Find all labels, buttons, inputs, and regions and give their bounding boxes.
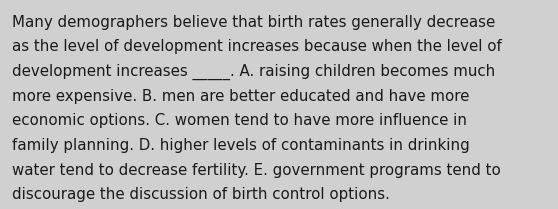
Text: development increases _____. A. raising children becomes much: development increases _____. A. raising … (12, 64, 496, 80)
Text: more expensive. B. men are better educated and have more: more expensive. B. men are better educat… (12, 89, 470, 104)
Text: family planning. D. higher levels of contaminants in drinking: family planning. D. higher levels of con… (12, 138, 470, 153)
Text: as the level of development increases because when the level of: as the level of development increases be… (12, 39, 502, 54)
Text: discourage the discussion of birth control options.: discourage the discussion of birth contr… (12, 187, 390, 202)
Text: economic options. C. women tend to have more influence in: economic options. C. women tend to have … (12, 113, 467, 128)
Text: Many demographers believe that birth rates generally decrease: Many demographers believe that birth rat… (12, 15, 496, 30)
Text: water tend to decrease fertility. E. government programs tend to: water tend to decrease fertility. E. gov… (12, 163, 501, 178)
